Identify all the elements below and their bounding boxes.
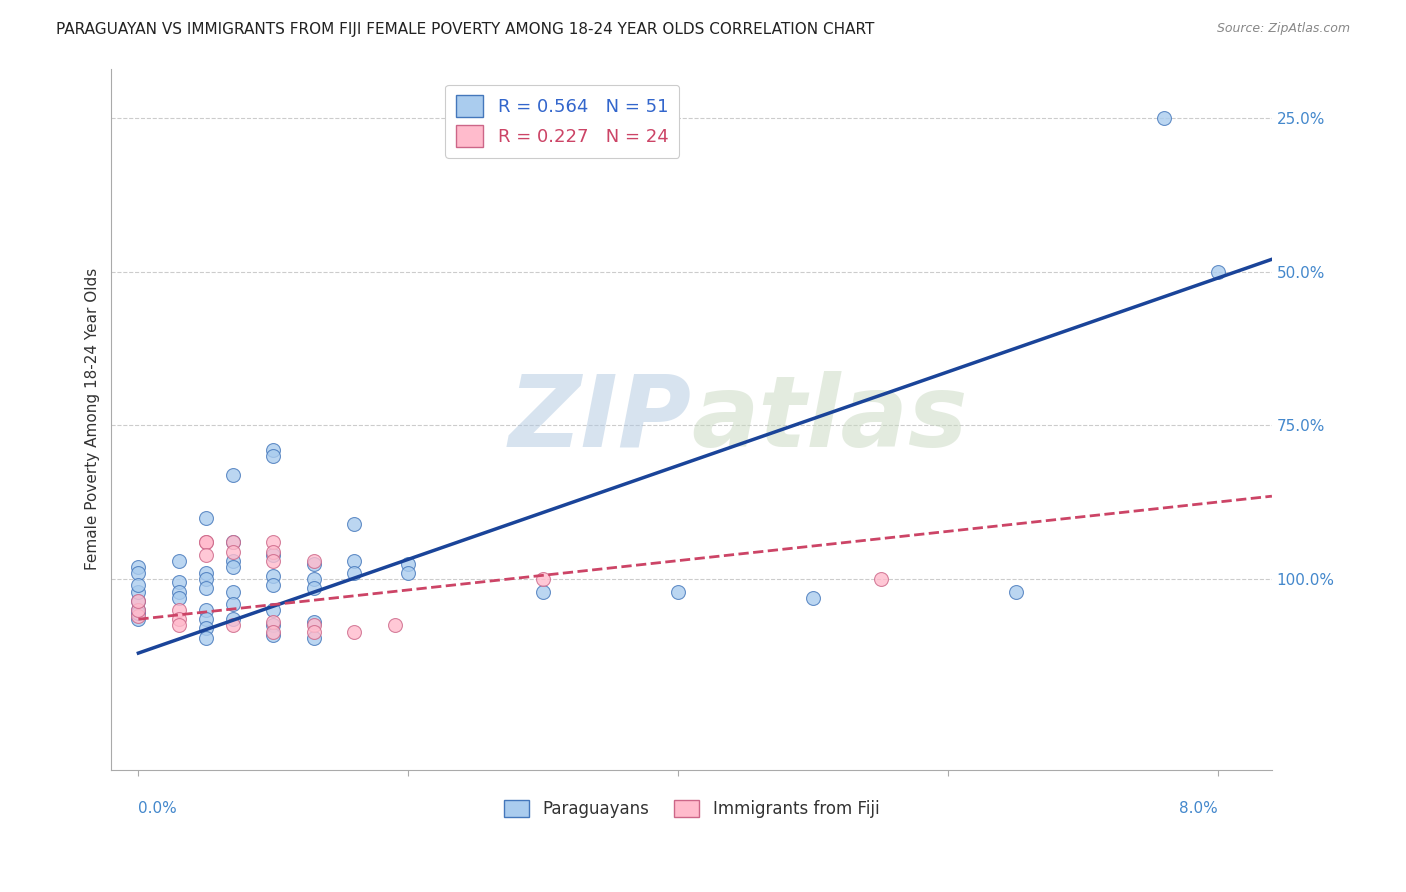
- Point: [302, 615, 325, 630]
- Point: [127, 612, 149, 626]
- Point: [1206, 264, 1229, 278]
- Point: [262, 535, 284, 549]
- Point: [127, 594, 149, 608]
- Point: [194, 603, 217, 617]
- Point: [167, 603, 190, 617]
- Point: [167, 575, 190, 590]
- Point: [127, 594, 149, 608]
- Point: [262, 544, 284, 558]
- Point: [262, 548, 284, 562]
- Point: [127, 609, 149, 624]
- Point: [127, 560, 149, 574]
- Point: [222, 618, 245, 632]
- Point: [127, 578, 149, 592]
- Point: [262, 618, 284, 632]
- Point: [302, 554, 325, 568]
- Point: [194, 631, 217, 645]
- Text: 0.0%: 0.0%: [138, 800, 177, 815]
- Point: [1153, 111, 1175, 125]
- Point: [167, 554, 190, 568]
- Point: [127, 584, 149, 599]
- Point: [127, 603, 149, 617]
- Point: [869, 572, 891, 586]
- Point: [343, 554, 366, 568]
- Point: [262, 449, 284, 463]
- Point: [222, 612, 245, 626]
- Point: [194, 572, 217, 586]
- Point: [262, 615, 284, 630]
- Point: [194, 548, 217, 562]
- Point: [302, 557, 325, 571]
- Point: [167, 591, 190, 605]
- Point: [262, 603, 284, 617]
- Point: [222, 544, 245, 558]
- Point: [384, 618, 406, 632]
- Point: [222, 535, 245, 549]
- Point: [167, 618, 190, 632]
- Point: [343, 624, 366, 639]
- Point: [302, 624, 325, 639]
- Point: [194, 510, 217, 524]
- Point: [262, 443, 284, 458]
- Point: [222, 554, 245, 568]
- Text: atlas: atlas: [692, 371, 969, 467]
- Point: [666, 584, 689, 599]
- Point: [167, 612, 190, 626]
- Text: PARAGUAYAN VS IMMIGRANTS FROM FIJI FEMALE POVERTY AMONG 18-24 YEAR OLDS CORRELAT: PARAGUAYAN VS IMMIGRANTS FROM FIJI FEMAL…: [56, 22, 875, 37]
- Point: [222, 560, 245, 574]
- Point: [194, 535, 217, 549]
- Point: [127, 606, 149, 620]
- Point: [343, 566, 366, 580]
- Point: [194, 582, 217, 596]
- Text: Source: ZipAtlas.com: Source: ZipAtlas.com: [1216, 22, 1350, 36]
- Point: [396, 557, 419, 571]
- Point: [127, 566, 149, 580]
- Point: [262, 624, 284, 639]
- Point: [127, 603, 149, 617]
- Point: [194, 566, 217, 580]
- Text: ZIP: ZIP: [509, 371, 692, 467]
- Point: [302, 582, 325, 596]
- Legend: Paraguayans, Immigrants from Fiji: Paraguayans, Immigrants from Fiji: [498, 793, 886, 825]
- Point: [531, 572, 554, 586]
- Text: 8.0%: 8.0%: [1180, 800, 1218, 815]
- Point: [302, 572, 325, 586]
- Point: [343, 516, 366, 531]
- Point: [302, 631, 325, 645]
- Y-axis label: Female Poverty Among 18-24 Year Olds: Female Poverty Among 18-24 Year Olds: [86, 268, 100, 570]
- Point: [222, 584, 245, 599]
- Point: [396, 566, 419, 580]
- Point: [531, 584, 554, 599]
- Point: [222, 467, 245, 482]
- Point: [302, 618, 325, 632]
- Point: [194, 622, 217, 636]
- Point: [262, 578, 284, 592]
- Point: [194, 535, 217, 549]
- Point: [167, 584, 190, 599]
- Point: [1004, 584, 1026, 599]
- Point: [194, 612, 217, 626]
- Point: [262, 627, 284, 641]
- Point: [222, 597, 245, 611]
- Point: [801, 591, 824, 605]
- Point: [262, 554, 284, 568]
- Point: [222, 535, 245, 549]
- Point: [262, 569, 284, 583]
